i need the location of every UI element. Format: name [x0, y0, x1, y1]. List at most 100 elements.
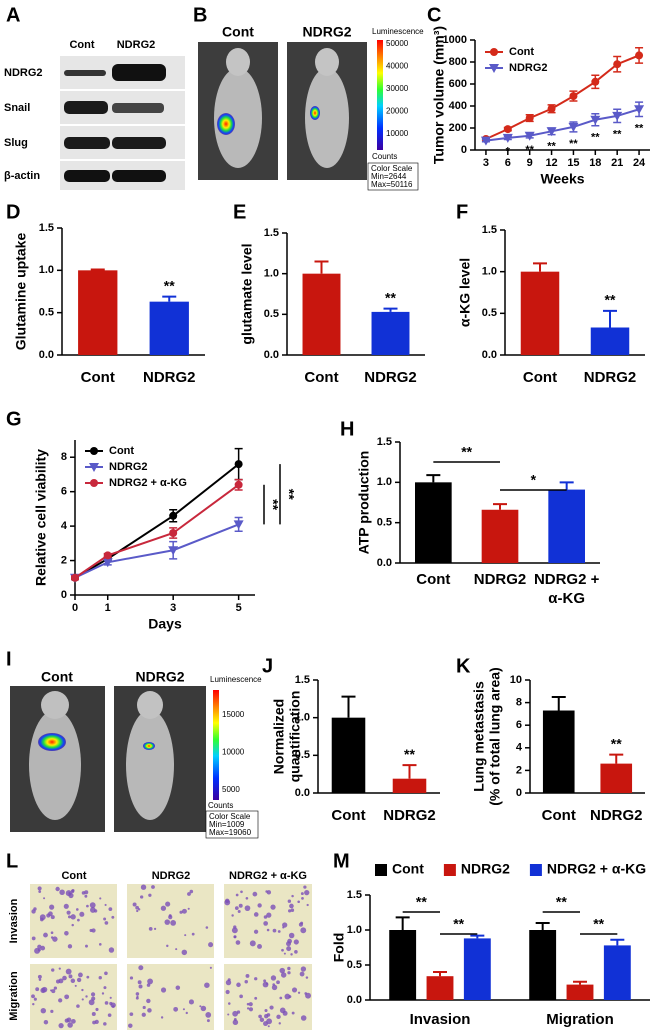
- cell: [299, 971, 305, 977]
- cell: [240, 890, 243, 894]
- panel-letter: I: [6, 648, 12, 670]
- cell: [301, 897, 304, 900]
- cell: [129, 976, 134, 980]
- cell: [43, 932, 48, 938]
- panel-letter: G: [6, 408, 22, 430]
- row-label: Slug: [4, 137, 28, 149]
- error-bar: [433, 971, 447, 977]
- cell: [244, 905, 251, 912]
- error-bar: [90, 268, 105, 271]
- cell: [147, 1008, 152, 1013]
- significance: **: [265, 499, 281, 510]
- cell: [263, 979, 267, 983]
- cell: [225, 979, 232, 986]
- panel-letter: L: [6, 850, 18, 872]
- cell: [68, 892, 74, 899]
- bar: [415, 482, 452, 563]
- bar: [590, 327, 630, 355]
- cell: [40, 1008, 47, 1014]
- error-bar: [533, 262, 547, 272]
- cell: [89, 907, 96, 913]
- scale-tick-label: 10000: [386, 129, 409, 138]
- cell: [254, 977, 258, 981]
- cell: [138, 984, 143, 989]
- significance: **: [605, 292, 616, 308]
- cell: [129, 1012, 134, 1017]
- scale-tick-label: 5000: [222, 785, 240, 794]
- significance: **: [547, 141, 556, 153]
- significance: **: [453, 916, 464, 932]
- cell: [291, 987, 298, 993]
- cell: [305, 992, 312, 999]
- cell: [245, 897, 249, 900]
- legend-label: Cont: [392, 861, 424, 877]
- marker: [489, 64, 499, 73]
- color-scale: [213, 690, 219, 800]
- cell: [205, 926, 209, 929]
- panel-letter: C: [427, 4, 441, 26]
- cell: [264, 1014, 269, 1019]
- cell: [108, 907, 113, 911]
- cell: [64, 1018, 69, 1023]
- y-axis-label: ATP production: [356, 451, 372, 555]
- scale-box: [205, 810, 259, 839]
- scale-title: Luminescence: [210, 675, 262, 684]
- error-bar: [559, 481, 574, 490]
- x-tick-label: 3: [483, 157, 489, 169]
- x-tick-label: 0: [72, 602, 78, 614]
- cell: [266, 928, 270, 932]
- cell: [235, 893, 239, 897]
- y-tick-label: 1.5: [347, 889, 362, 901]
- y-tick-label: 400: [449, 100, 467, 112]
- cell: [104, 1001, 109, 1005]
- cell: [74, 984, 77, 987]
- cell: [287, 966, 291, 971]
- cell: [70, 914, 76, 920]
- bar: [149, 301, 189, 355]
- cell: [297, 991, 301, 994]
- y-tick-label: 1.0: [264, 268, 279, 280]
- x-tick-label: 21: [611, 157, 623, 169]
- cell: [265, 890, 268, 893]
- cell: [200, 1005, 207, 1012]
- y-tick-label: 0.5: [482, 307, 497, 319]
- y-tick-label: 1.5: [482, 224, 497, 236]
- marker: [480, 136, 491, 146]
- cell: [160, 905, 167, 911]
- cell: [287, 899, 292, 903]
- cell: [153, 927, 157, 930]
- cell: [272, 928, 277, 933]
- x-tick-label: Invasion: [410, 1011, 471, 1028]
- y-tick-label: 1000: [443, 34, 467, 46]
- cell: [300, 966, 307, 972]
- error-bar: [609, 753, 624, 764]
- cell: [199, 1005, 202, 1008]
- cell: [132, 902, 137, 907]
- cell: [235, 940, 241, 945]
- y-axis-label: Normalized: [271, 699, 287, 774]
- cell: [31, 936, 36, 941]
- y-tick-label: 8: [516, 697, 522, 709]
- bar: [520, 271, 560, 355]
- cell: [67, 944, 73, 949]
- cell: [231, 914, 234, 917]
- error-bar: [402, 764, 417, 779]
- significance: *: [531, 472, 537, 488]
- y-tick-label: 0.0: [377, 557, 392, 569]
- cell: [286, 946, 292, 952]
- scale-tick-label: 20000: [386, 107, 409, 116]
- cell: [232, 1019, 239, 1026]
- scale-unit: Counts: [372, 152, 397, 161]
- cell: [237, 909, 241, 914]
- y-tick-label: 0.0: [347, 994, 362, 1006]
- row-label: Migration: [8, 971, 20, 1021]
- cell: [67, 1022, 73, 1028]
- cell: [189, 889, 194, 894]
- cell: [111, 915, 115, 919]
- cell: [291, 894, 294, 898]
- cell: [289, 903, 294, 909]
- marker: [90, 447, 98, 455]
- cell: [91, 996, 96, 1001]
- column-label: Cont: [69, 39, 94, 51]
